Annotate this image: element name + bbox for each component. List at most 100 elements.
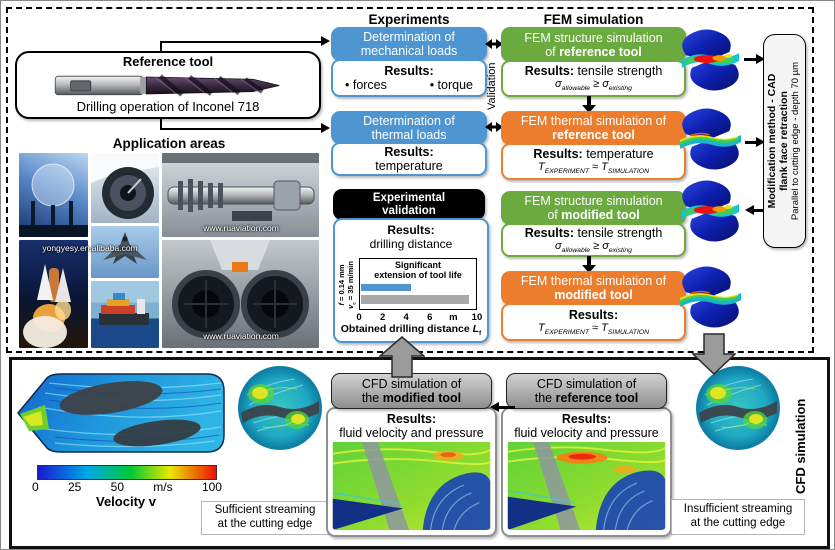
results-label: Results: [533, 147, 583, 162]
ylabel-rest: = 0.14 mm [337, 264, 346, 304]
colorbar-tick: 50 [110, 480, 124, 494]
fem-thermal-reference-image [677, 107, 744, 171]
caption-line: Sufficient streaming [214, 504, 316, 517]
ylabel-var: f [337, 303, 346, 306]
connector-line [160, 117, 162, 130]
box-line: FEM thermal simulation of [520, 114, 667, 128]
photo-fighter-engines-rear [162, 240, 319, 348]
chart-ylabel: f = 0.14 mm vc = 35 m/min [337, 257, 357, 313]
box-line: CFD simulation of [361, 377, 462, 391]
result-drilling-distance: drilling distance [369, 237, 453, 251]
results-label: Results: [384, 145, 434, 159]
colorbar-tick: 100 [201, 480, 222, 494]
box-line: FEM thermal simulation of [520, 274, 667, 288]
tool-name: modified tool [554, 288, 633, 302]
colorbar-tick: 25 [67, 480, 82, 494]
connector-line [160, 128, 323, 130]
x-tick: 0 [356, 312, 362, 323]
x-tick: m [449, 312, 458, 323]
box-line: the [361, 391, 383, 405]
chart-annotation: Significant [394, 260, 441, 270]
connector-line [745, 141, 758, 144]
watermark-ruaviation-bottom: www.ruaviation.com [203, 331, 279, 341]
fem-structure-modified-box: FEM structure simulation of modified too… [501, 191, 686, 225]
photo-fighter-jet [91, 226, 159, 278]
x-tick: 6 [427, 312, 433, 323]
results-text: temperature [582, 147, 654, 162]
velocity-colorbar-ticks: 0 25 50 m/s 100 [32, 480, 222, 494]
thermal-results-box: Results: temperature [331, 142, 487, 176]
cfd-modified-results: Results: fluid velocity and pressure [326, 407, 497, 537]
cfd-cross-section-insufficient-image [695, 365, 781, 451]
experimental-validation-box: Experimental validation [333, 189, 485, 220]
block-arrow-up-icon [379, 336, 425, 378]
stress-formula: σallowable ≥ σexisting [555, 78, 632, 93]
photo-container-ship [91, 281, 159, 348]
box-line: CFD simulation of [536, 377, 637, 391]
fem-thermal-modified-results: Results: TEXPERIMENT ≈ TSIMULATION [501, 303, 686, 341]
cfd-reference-results: Results: fluid velocity and pressure [501, 407, 672, 537]
velocity-colorbar-title: Velocity v [96, 494, 156, 509]
results-text: tensile strength [574, 225, 663, 240]
connector-line [160, 41, 162, 53]
cfd-reference-flow-image [507, 442, 667, 530]
fem-stress-modified-image [677, 179, 744, 243]
photo-gas-plant [19, 153, 88, 237]
cfd-section-border [9, 357, 830, 549]
results-label: Results: [568, 307, 619, 322]
xlabel-var: L [472, 323, 480, 335]
reference-tool-title: Reference tool [122, 54, 214, 69]
results-label: Results: [524, 225, 575, 240]
caption-line: Insufficient streaming [683, 503, 793, 516]
connector-line [160, 41, 323, 43]
down-arrow-icon [582, 256, 596, 273]
modification-line: flank face retraction [778, 91, 790, 191]
arrow-right-icon [756, 137, 765, 147]
mechanical-loads-box: Determination of mechanical loads [331, 27, 487, 61]
caption-sufficient-streaming: Sufficient streaming at the cutting edge [201, 501, 329, 535]
box-line: Determination of [363, 30, 455, 44]
down-arrow-icon [582, 96, 596, 113]
reference-tool-caption: Drilling operation of Inconel 718 [76, 99, 260, 115]
temperature-formula: TEXPERIMENT ≈ TSIMULATION [537, 321, 650, 336]
photo-turbine-shaft [162, 153, 319, 237]
modification-method-box: Modification method - CAD flank face ret… [763, 34, 806, 248]
block-arrow-down-icon [692, 333, 736, 375]
x-tick: 10 [471, 312, 483, 323]
result-forces: • forces [345, 78, 387, 92]
box-line: mechanical loads [360, 44, 458, 58]
results-label: Results: [561, 412, 612, 426]
caption-insufficient-streaming: Insufficient streaming at the cutting ed… [671, 499, 805, 535]
fem-thermal-reference-box: FEM thermal simulation of reference tool [501, 111, 686, 145]
bar-modified [361, 295, 469, 304]
arrow-left-icon [490, 402, 499, 412]
results-label: Results: [524, 64, 575, 79]
ylabel-var: v [346, 304, 355, 309]
box-line: of [547, 208, 562, 222]
result-torque: • torque [429, 78, 473, 92]
x-tick: 2 [379, 312, 386, 323]
fem-structure-reference-results: Results: tensile strength σallowable ≥ σ… [501, 60, 686, 97]
arrow-right-icon [321, 36, 330, 46]
box-line: FEM structure simulation [524, 194, 663, 208]
colorbar-tick: 0 [32, 480, 39, 494]
xlabel-text: Obtained drilling distance [340, 323, 473, 335]
connector-line [744, 58, 758, 61]
photo-space-shuttle [19, 240, 88, 348]
tool-name: reference tool [555, 391, 639, 405]
results-label: Results: [384, 64, 434, 78]
colorbar-tick: m/s [153, 480, 173, 494]
mechanical-results-box: Results: • forces • torque [331, 59, 487, 97]
arrow-right-icon [321, 123, 330, 133]
drill-bit-image [54, 73, 280, 97]
tool-name: modified tool [382, 391, 462, 405]
results-text: fluid velocity and pressure [339, 426, 484, 440]
chart-x-ticks: 0 2 4 6 m 10 [352, 312, 484, 323]
fem-structure-modified-results: Results: tensile strength σallowable ≥ σ… [501, 223, 686, 257]
tool-name: reference tool [559, 44, 642, 59]
reference-tool-box: Reference tool Drilling operation of Inc… [15, 51, 321, 119]
box-line: Experimental [372, 191, 446, 204]
validation-label: Validation [486, 62, 498, 110]
x-tick: 4 [403, 312, 409, 323]
results-label: Results: [386, 412, 437, 426]
